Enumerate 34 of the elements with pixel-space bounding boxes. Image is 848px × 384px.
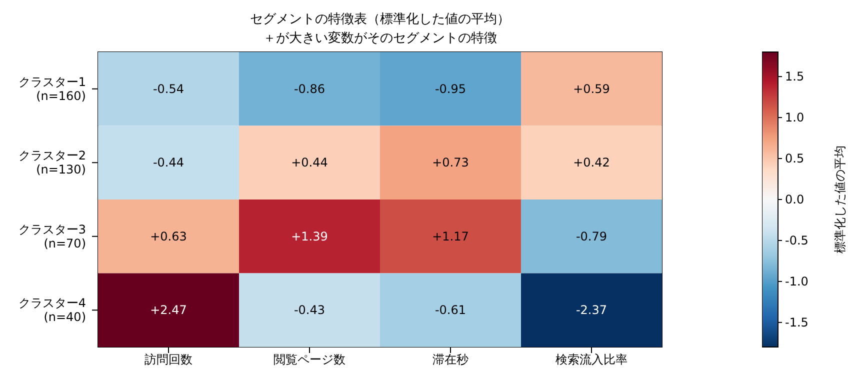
x-tick-label: 滞在秒 <box>432 352 468 367</box>
color-bar-title: 標準化した値の平均 <box>833 146 847 254</box>
data-label: -0.95 <box>434 82 466 96</box>
y-tick-label: クラスター4 (n=40) <box>18 296 86 324</box>
y-tick-label: クラスター3 (n=70) <box>18 222 86 250</box>
data-label: +0.73 <box>432 156 469 170</box>
color-bar-label: 0.5 <box>785 152 804 166</box>
data-label: -0.61 <box>434 303 466 318</box>
data-label: +0.59 <box>573 82 610 96</box>
color-bar-label: 1.0 <box>785 110 804 125</box>
x-tick-label: 閲覧ページ数 <box>274 352 346 367</box>
y-tick-label: クラスター1 (n=160) <box>18 74 86 103</box>
data-label: -2.37 <box>576 303 608 318</box>
data-label: +0.42 <box>573 156 610 170</box>
data-label: -0.54 <box>152 82 184 96</box>
color-bar-label: -1.5 <box>785 315 808 330</box>
x-tick-label: 検索流入比率 <box>556 352 628 367</box>
y-tick-label: クラスター2 (n=130) <box>18 148 86 177</box>
data-label: -0.44 <box>152 156 184 170</box>
chart-subtitle: ＋が大きい変数がそのセグメントの特徴 <box>262 30 498 48</box>
color-bar-label: -0.5 <box>785 233 808 248</box>
color-bar-label: 1.5 <box>785 70 804 84</box>
data-label: +0.44 <box>291 156 328 170</box>
color-bar-label: 0.0 <box>785 192 804 206</box>
data-label: +2.47 <box>150 303 187 318</box>
data-label: -0.79 <box>576 229 608 244</box>
data-label: +0.63 <box>150 229 187 244</box>
chart-title: セグメントの特徴表（標準化した値の平均） <box>249 11 511 29</box>
x-tick-label: 訪問回数 <box>144 352 192 367</box>
data-label: -0.43 <box>294 303 326 318</box>
data-label: -0.86 <box>294 82 326 96</box>
data-label: +1.17 <box>432 229 469 244</box>
color-bar-label: -1.0 <box>785 274 808 288</box>
data-label: +1.39 <box>291 229 328 244</box>
